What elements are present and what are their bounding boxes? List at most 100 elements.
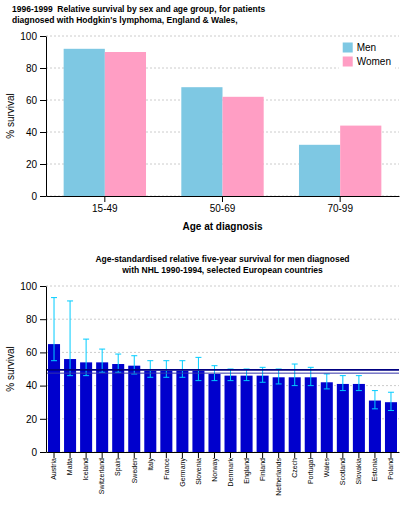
- y-axis: 020406080100: [20, 281, 46, 458]
- tick-label: Portugal: [307, 458, 315, 485]
- tick-label: Sweden: [130, 458, 137, 483]
- bar: [257, 376, 269, 452]
- error-bar: [67, 301, 73, 376]
- y-axis-title: % survival: [5, 93, 16, 139]
- grid: [46, 36, 399, 196]
- tick-label: 0: [31, 191, 37, 202]
- tick-mark: [40, 196, 46, 197]
- tick: 80: [26, 314, 46, 325]
- tick: Norway: [211, 452, 219, 482]
- legend-items: Men Women: [343, 42, 391, 67]
- tick-label: Scotland: [339, 458, 346, 485]
- bar: [160, 371, 172, 452]
- tick: Slovenia: [195, 452, 202, 485]
- bar: [353, 384, 365, 452]
- y-axis-title: % survival: [5, 346, 16, 392]
- bar: [176, 371, 188, 452]
- tick-mark: [134, 452, 135, 458]
- error-bar: [244, 369, 250, 381]
- tick-label: Netherlands: [275, 458, 282, 496]
- tick-label: 0: [31, 447, 37, 458]
- subtitle: diagnosed with Hodgkin's lymphoma, Engla…: [12, 15, 238, 25]
- tick: Estonia: [371, 452, 378, 481]
- error-bar: [51, 298, 57, 361]
- tick: 80: [26, 63, 46, 74]
- tick-mark: [214, 452, 215, 458]
- tick: Scotland: [339, 452, 346, 485]
- bar: [208, 374, 220, 452]
- bar: [340, 126, 381, 196]
- tick-label: Austria: [50, 458, 57, 480]
- tick: 0: [31, 191, 46, 202]
- tick-mark: [294, 452, 295, 458]
- tick-label: 20: [26, 159, 38, 170]
- tick-label: Iceland: [82, 458, 89, 481]
- plot-area: [46, 286, 399, 452]
- tick-mark: [86, 452, 87, 458]
- tick-mark: [40, 164, 46, 165]
- tick-mark: [310, 452, 311, 458]
- tick-mark: [40, 319, 46, 320]
- error-bar: [292, 364, 298, 386]
- tick-mark: [40, 68, 46, 69]
- tick: 40: [26, 127, 46, 138]
- tick: 15-49: [92, 196, 118, 214]
- bar-series: [48, 344, 397, 452]
- x-axis-title: Age at diagnosis: [182, 221, 262, 232]
- chart: Age-standardised relative five-year surv…: [5, 254, 400, 496]
- marks: [46, 298, 399, 452]
- bar: [305, 377, 317, 452]
- tick-mark: [326, 452, 327, 458]
- marks: [64, 49, 382, 196]
- legend-item: Women: [343, 56, 391, 67]
- tick: Italy: [147, 452, 155, 471]
- tick-mark: [278, 452, 279, 458]
- tick-label: 100: [20, 31, 37, 42]
- bar: [192, 371, 204, 452]
- tick: Czech: [291, 452, 298, 478]
- bar: [241, 376, 253, 452]
- legend-label: Men: [357, 42, 376, 53]
- tick: England: [243, 452, 251, 484]
- tick-label: Estonia: [371, 458, 378, 481]
- tick-mark: [342, 452, 343, 458]
- x-axis: AustriaMaltaIcelandSwitzerlandSpainSwede…: [47, 452, 400, 496]
- tick-mark: [150, 452, 151, 458]
- bar: [96, 362, 108, 452]
- tick-mark: [40, 100, 46, 101]
- error-bar: [372, 391, 378, 409]
- tick: 100: [20, 281, 46, 292]
- tick-mark: [40, 286, 46, 287]
- bar: [144, 371, 156, 452]
- tick: Sweden: [130, 452, 137, 483]
- legend-label: Women: [357, 56, 391, 67]
- bar: [64, 49, 105, 196]
- tick: Wales: [323, 452, 330, 477]
- error-bar: [356, 376, 362, 391]
- tick-label: England: [243, 458, 251, 484]
- tick-mark: [374, 452, 375, 458]
- legend-background: [339, 38, 395, 71]
- tick-mark: [40, 386, 46, 387]
- error-bar: [131, 356, 137, 374]
- tick-mark: [40, 132, 46, 133]
- tick-label: 15-49: [92, 203, 118, 214]
- tick-mark: [230, 452, 231, 458]
- tick-mark: [358, 452, 359, 458]
- bar: [273, 377, 285, 452]
- error-bar: [276, 369, 282, 384]
- tick-label: 100: [20, 281, 37, 292]
- error-bar: [324, 374, 330, 389]
- error-bar: [388, 392, 394, 410]
- tick-label: Spain: [114, 458, 122, 476]
- tick: Malta: [66, 452, 73, 475]
- bar: [225, 376, 237, 452]
- tick-label: Finland: [259, 458, 266, 481]
- tick: France: [163, 452, 170, 480]
- bar: [289, 377, 301, 452]
- tick-mark: [246, 452, 247, 458]
- tick-mark: [222, 196, 223, 202]
- legend-swatch: [343, 43, 353, 53]
- tick: 50-69: [210, 196, 236, 214]
- bar: [128, 366, 140, 452]
